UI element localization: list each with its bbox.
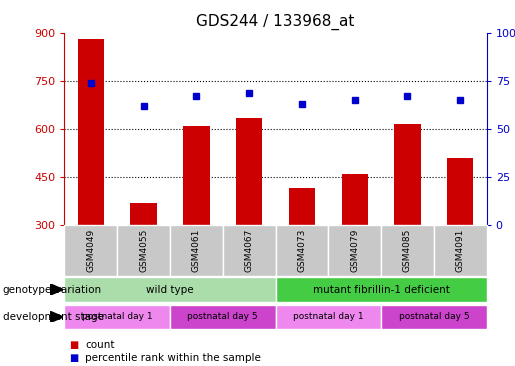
Text: mutant fibrillin-1 deficient: mutant fibrillin-1 deficient [313, 284, 450, 295]
Text: GSM4085: GSM4085 [403, 229, 412, 272]
Bar [170, 225, 222, 276]
Text: postnatal day 1: postnatal day 1 [293, 313, 364, 321]
Bar [329, 225, 381, 276]
Bar [276, 225, 329, 276]
Polygon shape [50, 284, 63, 295]
Bar [276, 277, 487, 302]
Bar [394, 124, 421, 321]
Bar [236, 118, 262, 321]
Text: GSM4079: GSM4079 [350, 229, 359, 272]
Bar [64, 305, 170, 329]
Bar [183, 126, 210, 321]
Bar [222, 225, 276, 276]
Bar [130, 203, 157, 321]
Text: postnatal day 5: postnatal day 5 [399, 313, 469, 321]
Text: GSM4067: GSM4067 [245, 229, 253, 272]
Text: percentile rank within the sample: percentile rank within the sample [85, 353, 261, 363]
Bar [64, 277, 276, 302]
Bar [117, 225, 170, 276]
Bar [170, 305, 276, 329]
Title: GDS244 / 133968_at: GDS244 / 133968_at [196, 14, 355, 30]
Text: ■: ■ [70, 353, 79, 363]
Text: ■: ■ [70, 340, 79, 350]
Bar [276, 305, 381, 329]
Bar [381, 225, 434, 276]
Bar [434, 225, 487, 276]
Text: count: count [85, 340, 114, 350]
Bar [289, 188, 315, 321]
Polygon shape [50, 311, 63, 322]
Text: genotype/variation: genotype/variation [3, 284, 101, 295]
Text: GSM4073: GSM4073 [298, 229, 306, 272]
Text: GSM4091: GSM4091 [456, 229, 465, 272]
Text: postnatal day 1: postnatal day 1 [82, 313, 152, 321]
Bar [341, 174, 368, 321]
Bar [381, 305, 487, 329]
Text: GSM4049: GSM4049 [87, 229, 95, 272]
Text: postnatal day 5: postnatal day 5 [187, 313, 258, 321]
Text: wild type: wild type [146, 284, 194, 295]
Bar [447, 158, 473, 321]
Text: development stage: development stage [3, 312, 104, 322]
Bar [64, 225, 117, 276]
Bar [78, 39, 104, 321]
Text: GSM4055: GSM4055 [139, 229, 148, 272]
Text: GSM4061: GSM4061 [192, 229, 201, 272]
